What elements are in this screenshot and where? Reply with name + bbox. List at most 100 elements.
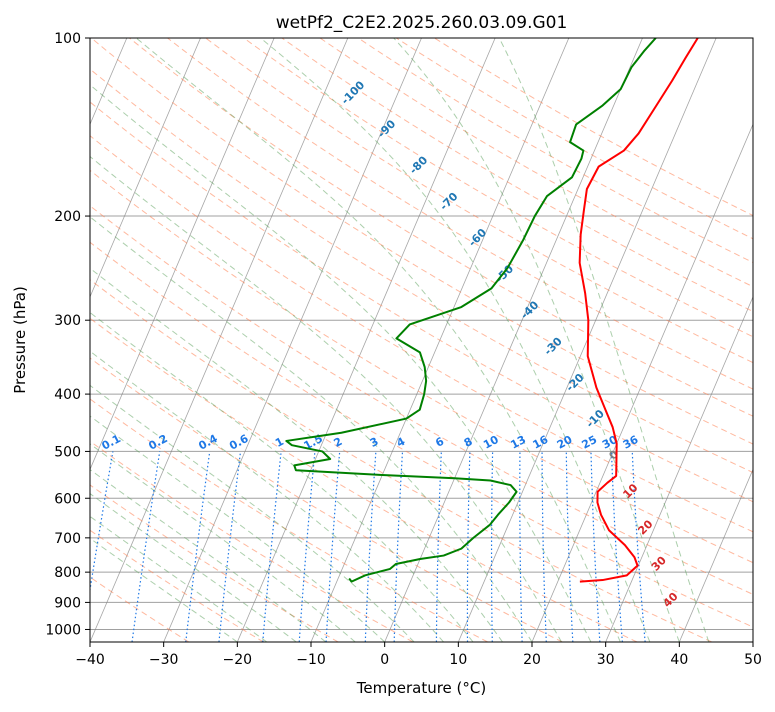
moist-adiabat-line	[90, 468, 327, 642]
mixing-ratio-label: 0.4	[196, 432, 220, 453]
plot-area: 0.1 0.2 0.4 0.6 1 1.5 2 3 4 6 8 10 13 16 20 25 30 36-100-…	[90, 38, 753, 642]
mixing-ratio-label: 3	[368, 435, 381, 450]
isotherm-line	[90, 38, 349, 642]
moist-adiabat-lines	[90, 38, 710, 642]
dry-adiabat-line	[90, 440, 414, 642]
moist-adiabat-line	[90, 415, 386, 642]
dry-adiabat-label: -80	[407, 153, 430, 176]
moist-adiabat-line	[90, 443, 356, 642]
dry-adiabat-label: -20	[563, 371, 586, 394]
profile-line	[578, 38, 699, 583]
dry-adiabat-label: -30	[542, 335, 565, 358]
dry-adiabat-line	[205, 38, 753, 364]
mixing-ratio-lines	[90, 451, 646, 642]
dry-adiabat-line	[90, 205, 753, 595]
mixing-ratio-line	[218, 451, 242, 642]
mixing-ratio-line	[364, 451, 377, 642]
mixing-ratio-label: 0.1	[100, 432, 123, 453]
y-tick-label: 200	[54, 209, 81, 225]
mixing-ratio-label: 25	[580, 433, 600, 452]
mixing-ratio-label: 0.6	[227, 432, 251, 453]
moist-adiabat-line	[90, 155, 562, 642]
dry-adiabat-line	[90, 169, 753, 564]
moist-adiabat-line	[90, 267, 503, 642]
adiabat-labels: 0.1 0.2 0.4 0.6 1 1.5 2 3 4 6 8 10 13 16 20 25 30 36-100-…	[100, 78, 681, 610]
isotherm-line	[605, 295, 753, 642]
moist-adiabat-line	[90, 493, 297, 642]
y-tick-label: 700	[54, 531, 81, 547]
x-tick-label: 50	[744, 652, 762, 668]
dry-adiabat-line	[243, 38, 753, 338]
profile-line	[285, 38, 657, 583]
y-tick-label: 400	[54, 387, 81, 403]
moist-adiabat-line	[90, 350, 444, 642]
y-tick-label: 500	[54, 444, 81, 460]
isotherm-line	[236, 38, 496, 642]
dry-adiabat-line	[90, 398, 488, 642]
mixing-ratio-label: 4	[394, 435, 407, 450]
dry-adiabat-label: -40	[518, 298, 541, 321]
mixing-ratio-label: 36	[621, 433, 641, 452]
y-tick-label: 100	[54, 31, 81, 47]
dry-adiabat-line	[434, 38, 753, 217]
dry-adiabat-line	[90, 279, 712, 642]
mixing-ratio-label: 0.2	[146, 432, 169, 453]
dry-adiabat-line	[90, 317, 638, 642]
x-tick-label: 20	[523, 652, 541, 668]
isotherm-line	[678, 468, 753, 642]
x-tick-label: −40	[75, 652, 105, 668]
dry-adiabat-lines	[90, 38, 753, 642]
mixing-ratio-line	[131, 451, 161, 642]
isotherm-line	[531, 123, 753, 642]
moist-adiabat-line	[90, 216, 533, 642]
x-tick-label: −30	[149, 652, 179, 668]
dry-adiabat-label: 20	[635, 517, 655, 537]
y-tick-label: 1000	[45, 622, 81, 638]
dry-adiabat-line	[90, 357, 563, 642]
isotherm-line	[90, 38, 201, 298]
dry-adiabat-line	[357, 38, 753, 264]
moist-adiabat-line	[90, 84, 592, 642]
mixing-ratio-label: 13	[508, 433, 528, 452]
dry-adiabat-line	[90, 38, 753, 445]
mixing-ratio-label: 1	[273, 435, 286, 450]
x-axis-label: Temperature (°C)	[356, 679, 486, 697]
isotherm-line	[163, 38, 422, 642]
moist-adiabat-line	[90, 515, 268, 642]
isobar-lines	[90, 38, 753, 630]
mixing-ratio-label: 6	[433, 435, 446, 450]
dry-adiabat-line	[90, 135, 753, 533]
moist-adiabat-line	[135, 38, 621, 642]
mixing-ratio-line	[519, 451, 523, 642]
y-tick-label: 900	[54, 595, 81, 611]
dry-adiabat-label: -70	[437, 190, 460, 213]
dry-adiabat-line	[90, 484, 339, 642]
dry-adiabat-line	[90, 68, 753, 474]
dry-adiabat-label: -60	[466, 226, 489, 249]
mixing-ratio-line	[90, 451, 114, 594]
dry-adiabat-label: 40	[661, 590, 681, 610]
x-axis-ticks: −40 −30 −20 −10 0 10 20 30 40 50	[75, 642, 762, 668]
isotherm-line	[384, 38, 643, 642]
y-axis-ticks: 100 200 300 400 500 600 700 800 900 1000	[45, 31, 90, 638]
x-tick-label: 0	[380, 652, 389, 668]
moist-adiabat-line	[90, 311, 474, 642]
moist-adiabat-line	[498, 38, 710, 642]
dry-adiabat-line	[129, 38, 753, 417]
mixing-ratio-label: 10	[481, 433, 501, 452]
x-tick-label: 40	[670, 652, 688, 668]
mixing-ratio-label: 8	[462, 435, 475, 450]
dry-adiabat-label: -10	[584, 407, 607, 430]
dry-adiabat-label: 30	[649, 553, 669, 573]
isotherm-line	[90, 38, 275, 471]
moist-adiabat-line	[393, 38, 680, 642]
profile-series	[285, 38, 699, 583]
dry-adiabat-label: -90	[375, 117, 398, 140]
y-tick-label: 300	[54, 313, 81, 329]
isotherm-line	[752, 640, 753, 642]
chart-title: wetPf2_C2E2.2025.260.03.09.G01	[276, 13, 568, 33]
mixing-ratio-line	[185, 451, 211, 642]
mixing-ratio-label: 16	[531, 433, 551, 452]
